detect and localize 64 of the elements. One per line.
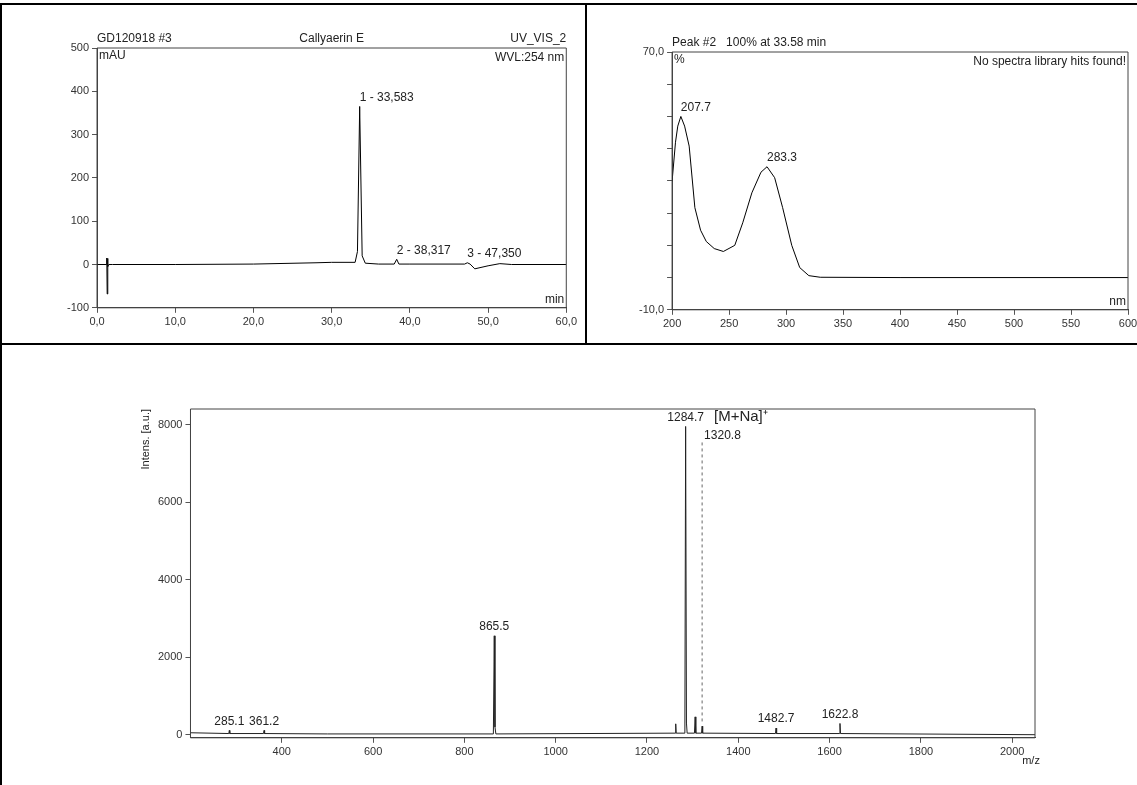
x-tick-label: 60,0: [555, 315, 578, 328]
annotation: 285.1: [214, 713, 245, 728]
annotation: 865.5: [479, 619, 510, 634]
x-tick-label: 300: [776, 317, 796, 330]
x-tick-label: 350: [833, 317, 853, 330]
x-tick-label: 200: [662, 317, 682, 330]
x-tick-label: 1800: [908, 745, 934, 758]
annotation: 1284.7: [667, 409, 705, 424]
chart-title: Peak #2 100% at 33.58 min: [672, 35, 827, 50]
x-tick-label: 10,0: [164, 315, 186, 328]
x-axis-title: m/z: [1022, 754, 1040, 767]
x-tick-label: 600: [1118, 317, 1137, 330]
y-tick-label: 4000: [157, 572, 183, 585]
x-tick-label: 450: [947, 317, 967, 330]
x-axis-title: nm: [1109, 294, 1126, 309]
x-tick-label: 1000: [543, 745, 568, 758]
x-tick-label: 1200: [634, 745, 660, 758]
annotation: 1320.8: [704, 427, 742, 442]
annotation: 361.2: [249, 713, 280, 728]
annotation: 1482.7: [757, 711, 795, 726]
x-tick-label: 40,0: [399, 315, 421, 328]
x-tick-label: 500: [1004, 317, 1024, 330]
x-tick-label: 50,0: [477, 315, 499, 328]
y-tick-label: 500: [70, 41, 90, 54]
y-tick-label: 200: [70, 170, 90, 183]
x-tick-label: 1400: [726, 745, 751, 758]
annotation: No spectra library hits found!: [973, 54, 1126, 69]
x-tick-label: 2000: [999, 745, 1025, 758]
annotation: 207.7: [680, 99, 712, 114]
x-tick-label: 1600: [817, 745, 842, 758]
y-tick-label: 0: [176, 727, 183, 740]
x-tick-label: 600: [363, 745, 383, 758]
chart-title: Callyaerin E: [299, 31, 365, 46]
y-tick-label: 70,0: [642, 45, 665, 58]
annotation: [M+Na]⁺: [713, 407, 768, 425]
y-axis-title: %: [674, 52, 686, 67]
x-axis-title: min: [544, 292, 565, 307]
x-tick-label: 20,0: [242, 315, 265, 328]
y-axis-title: Intens. [a.u.]: [138, 409, 151, 470]
annotation: 283.3: [767, 150, 798, 165]
annotation: 1 - 33,583: [359, 89, 415, 104]
x-tick-label: 400: [272, 745, 291, 758]
y-tick-label: 400: [70, 84, 90, 97]
annotation: 2 - 38,317: [396, 242, 452, 257]
y-tick-label: 2000: [157, 650, 183, 663]
y-tick-label: -10,0: [638, 302, 665, 315]
y-tick-label: 300: [70, 127, 90, 140]
y-axis-title: mAU: [99, 48, 126, 63]
y-tick-label: -100: [66, 300, 90, 313]
x-tick-label: 30,0: [320, 315, 343, 328]
x-tick-label: 800: [455, 745, 474, 758]
x-tick-label: 550: [1061, 317, 1081, 330]
y-tick-label: 100: [70, 214, 90, 227]
annotation: 3 - 47,350: [467, 246, 522, 261]
text: UV_VIS_2: [510, 31, 567, 46]
y-tick-label: 6000: [157, 495, 183, 508]
annotation: WVL:254 nm: [494, 50, 565, 65]
x-tick-label: 250: [719, 317, 739, 330]
annotation: 1622.8: [821, 706, 859, 721]
text: GD120918 #3: [97, 31, 173, 46]
y-tick-label: 0: [82, 257, 90, 270]
y-tick-label: 8000: [157, 417, 183, 430]
x-tick-label: 0,0: [89, 315, 105, 328]
x-tick-label: 400: [890, 317, 910, 330]
